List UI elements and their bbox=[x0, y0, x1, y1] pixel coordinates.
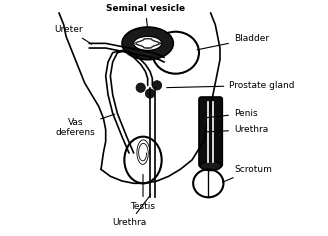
Text: Scrotum: Scrotum bbox=[222, 165, 272, 182]
Text: Penis: Penis bbox=[206, 109, 257, 118]
Text: Vas
deferens: Vas deferens bbox=[55, 114, 115, 137]
Text: Testis: Testis bbox=[131, 174, 155, 211]
Text: Bladder: Bladder bbox=[197, 34, 269, 50]
Ellipse shape bbox=[200, 161, 221, 170]
Ellipse shape bbox=[145, 89, 155, 98]
Ellipse shape bbox=[122, 27, 173, 60]
Text: Urethra: Urethra bbox=[206, 125, 268, 134]
Text: Prostate gland: Prostate gland bbox=[167, 81, 295, 90]
Ellipse shape bbox=[152, 81, 162, 90]
Text: Ureter: Ureter bbox=[54, 25, 92, 44]
Text: Seminal vesicle: Seminal vesicle bbox=[106, 4, 185, 27]
FancyBboxPatch shape bbox=[199, 97, 222, 167]
Text: Urethra: Urethra bbox=[112, 195, 151, 228]
Ellipse shape bbox=[136, 83, 145, 92]
Ellipse shape bbox=[134, 36, 162, 50]
